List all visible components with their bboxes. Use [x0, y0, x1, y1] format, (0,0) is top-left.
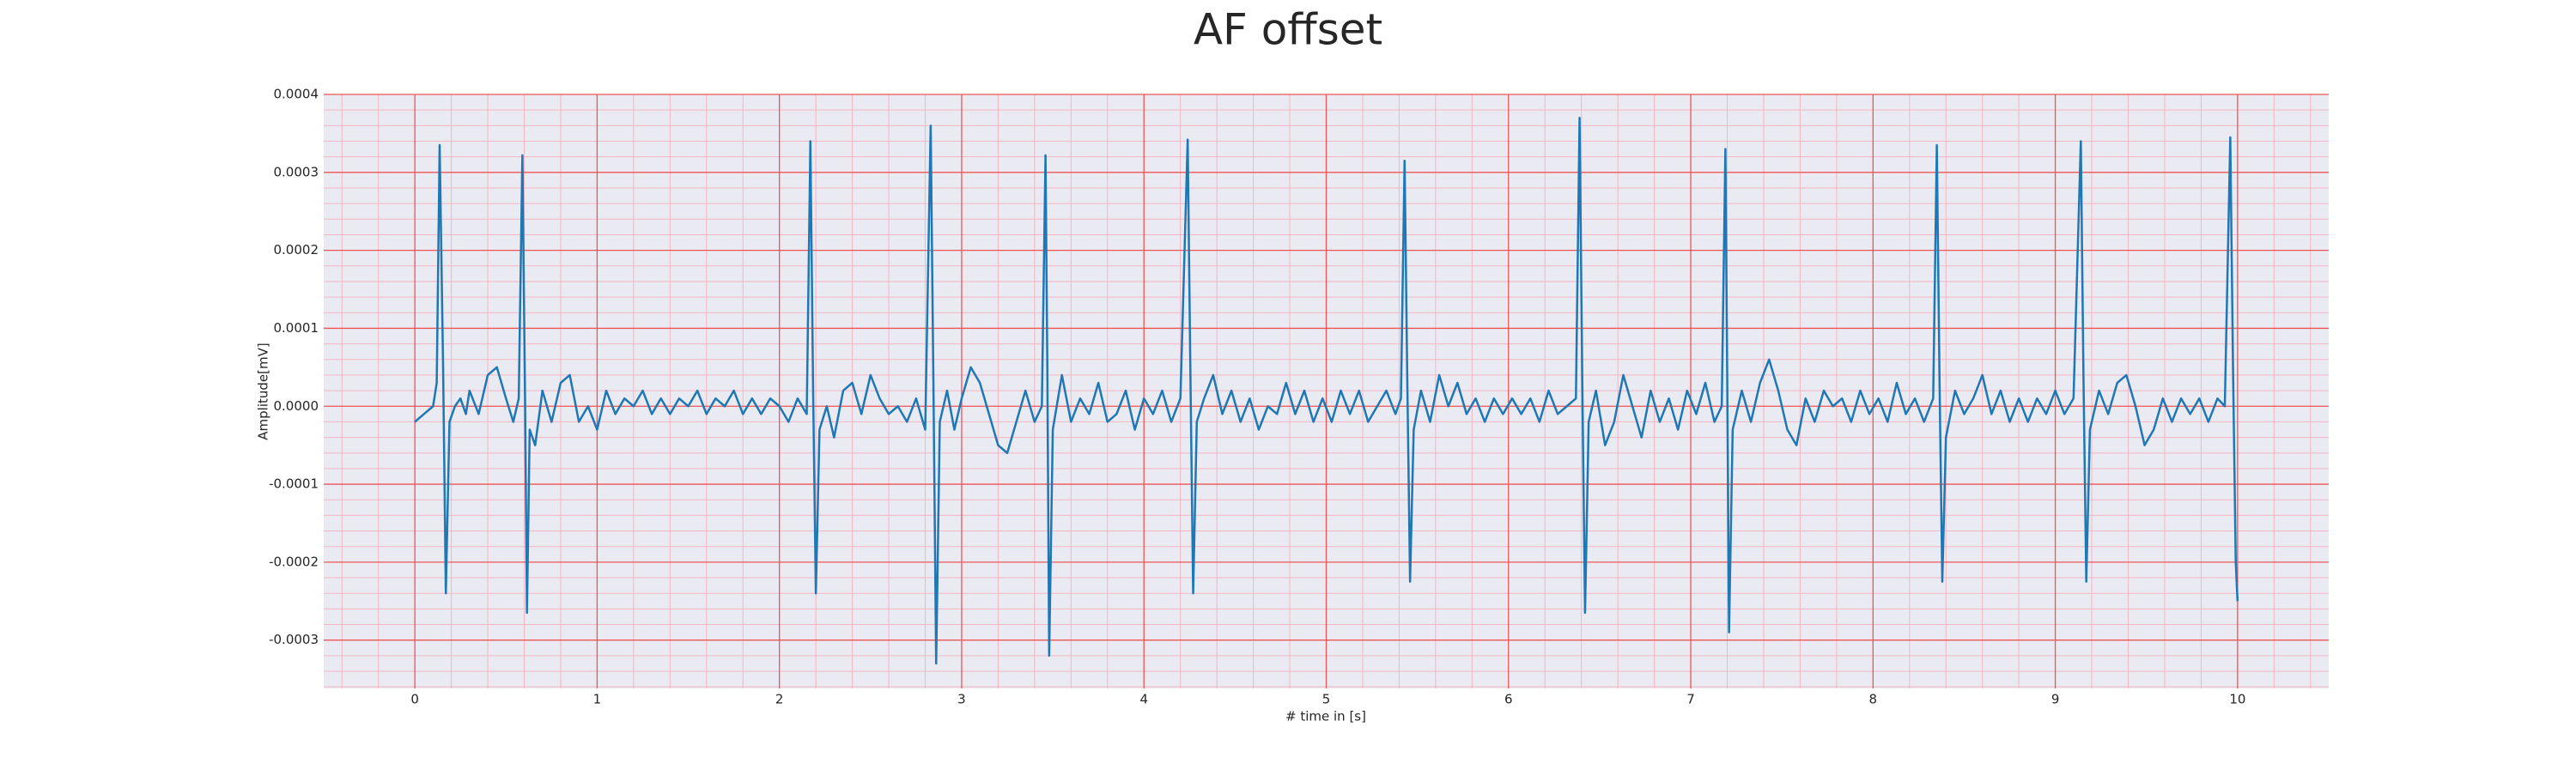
- y-axis-label: Amplitude[mV]: [256, 343, 271, 440]
- y-tick-label: -0.0002: [269, 554, 319, 569]
- y-tick-label: -0.0003: [269, 632, 319, 647]
- x-tick-label: 8: [1869, 692, 1878, 707]
- signal-line: [414, 116, 2239, 665]
- x-tick-label: 1: [593, 692, 602, 707]
- x-tick-label: 7: [1686, 692, 1695, 707]
- x-tick-label: 0: [410, 692, 419, 707]
- y-tick-label: 0.0003: [274, 164, 319, 179]
- marks: [414, 116, 2239, 665]
- y-tick-label: 0.0004: [274, 87, 319, 102]
- x-tick-label: 9: [2051, 692, 2060, 707]
- grid: [324, 94, 2329, 688]
- x-tick-label: 3: [957, 692, 966, 707]
- x-tick-label: 10: [2229, 692, 2245, 707]
- x-tick-label: 2: [775, 692, 784, 707]
- x-tick-label: 5: [1322, 692, 1331, 707]
- y-tick-label: 0.0002: [274, 242, 319, 258]
- y-tick-label: 0.0001: [274, 320, 319, 336]
- y-tick-label: -0.0001: [269, 476, 319, 492]
- chart-title: AF offset: [1194, 5, 1382, 55]
- y-tick-label: 0.0000: [274, 398, 319, 414]
- x-axis-label: # time in [s]: [1285, 709, 1366, 724]
- x-tick-label: 4: [1139, 692, 1148, 707]
- x-tick-label: 6: [1504, 692, 1513, 707]
